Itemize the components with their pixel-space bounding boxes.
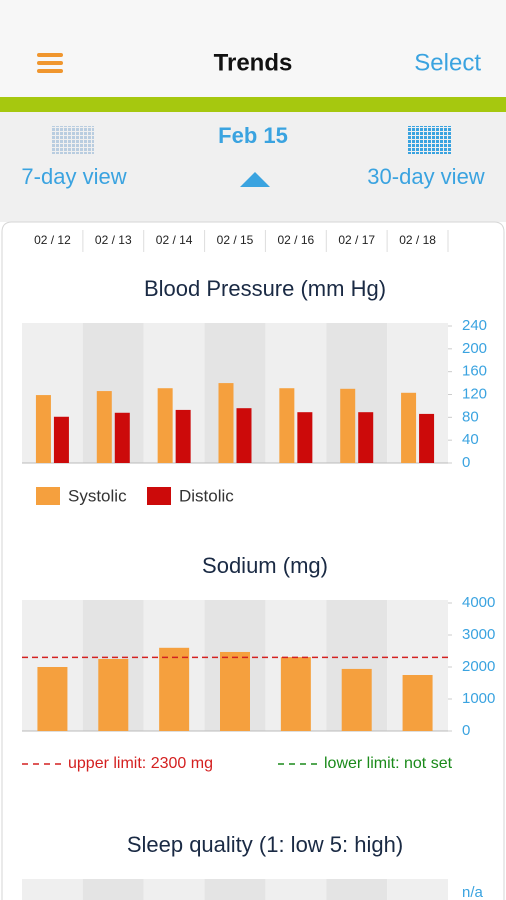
y-tick-label: 80 xyxy=(462,408,479,425)
y-tick-label: 0 xyxy=(462,722,470,739)
column-background xyxy=(326,323,388,463)
bar xyxy=(220,651,250,731)
date-picker-arrow[interactable] xyxy=(240,172,270,187)
limit-label: lower limit: not set xyxy=(324,755,453,772)
week-icon[interactable] xyxy=(52,126,94,154)
bar xyxy=(159,647,190,731)
column-background xyxy=(22,879,83,900)
y-tick-label: 2000 xyxy=(462,658,495,675)
chart-title: Sleep quality (1: low 5: high) xyxy=(127,832,403,857)
bar xyxy=(419,413,435,463)
column-background xyxy=(387,879,448,900)
column-background xyxy=(326,879,388,900)
y-tick-label: 1000 xyxy=(462,690,495,707)
bar xyxy=(98,659,129,731)
y-tick-label: 240 xyxy=(462,317,487,334)
date-label: 02 / 17 xyxy=(338,233,375,247)
accent-bar xyxy=(0,97,506,112)
legend-label: Distolic xyxy=(179,486,234,505)
column-background xyxy=(82,879,144,900)
date-label: 02 / 12 xyxy=(34,233,71,247)
select-button[interactable]: Select xyxy=(414,49,481,76)
date-label: 02 / 18 xyxy=(399,233,436,247)
column-background xyxy=(82,323,144,463)
current-date[interactable]: Feb 15 xyxy=(218,123,288,148)
date-label: 02 / 16 xyxy=(278,233,315,247)
bar xyxy=(358,412,374,463)
bar xyxy=(218,383,234,463)
date-label: 02 / 15 xyxy=(217,233,254,247)
column-background xyxy=(204,879,266,900)
bar xyxy=(35,395,51,463)
menu-line xyxy=(37,69,63,73)
legend-label: Systolic xyxy=(68,486,127,505)
bar xyxy=(280,657,311,731)
menu-line xyxy=(37,53,63,57)
header-bar xyxy=(0,0,506,97)
bar xyxy=(37,667,68,731)
column-background xyxy=(387,323,448,463)
legend-swatch xyxy=(147,487,171,505)
bar xyxy=(114,412,130,463)
bar xyxy=(401,392,417,463)
menu-icon[interactable] xyxy=(37,53,63,73)
y-tick-label: 160 xyxy=(462,363,487,380)
bar xyxy=(236,408,252,463)
column-background xyxy=(265,323,327,463)
y-label: n/a xyxy=(462,884,484,900)
chart-title: Blood Pressure (mm Hg) xyxy=(144,276,386,301)
column-background xyxy=(22,323,83,463)
bar xyxy=(340,388,356,463)
column-background xyxy=(204,323,266,463)
column-background xyxy=(143,879,205,900)
page-title: Trends xyxy=(214,49,293,76)
y-tick-label: 200 xyxy=(462,340,487,357)
bar xyxy=(53,416,69,463)
bar xyxy=(297,412,313,463)
bar xyxy=(96,391,112,463)
chart-title: Sodium (mg) xyxy=(202,553,328,578)
date-label: 02 / 13 xyxy=(95,233,132,247)
limit-label: upper limit: 2300 mg xyxy=(68,755,213,772)
y-tick-label: 4000 xyxy=(462,594,495,611)
bar xyxy=(402,675,433,731)
bar xyxy=(175,409,191,463)
column-background xyxy=(265,879,327,900)
menu-line xyxy=(37,61,63,65)
column-background xyxy=(143,323,205,463)
date-label: 02 / 14 xyxy=(156,233,193,247)
bar xyxy=(157,388,173,463)
y-tick-label: 40 xyxy=(462,431,479,448)
y-tick-label: 0 xyxy=(462,454,470,471)
month-icon[interactable] xyxy=(408,126,452,154)
bar xyxy=(279,388,295,463)
y-tick-label: 120 xyxy=(462,385,487,402)
legend-swatch xyxy=(36,487,60,505)
bar xyxy=(341,668,372,731)
y-tick-label: 3000 xyxy=(462,626,495,643)
month-view-button[interactable]: 30-day view xyxy=(367,164,485,189)
week-view-button[interactable]: 7-day view xyxy=(21,164,126,189)
